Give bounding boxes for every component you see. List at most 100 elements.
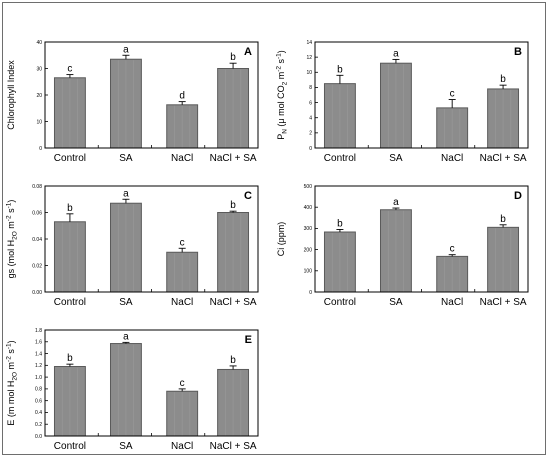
panel-letter: E (245, 334, 252, 346)
category-label: Control (54, 297, 86, 308)
category-label: SA (119, 297, 133, 308)
panel-letter: D (514, 190, 522, 202)
y-tick-label: 30 (36, 66, 42, 72)
bar-group: d NaCl (166, 91, 199, 164)
figure-frame (2, 2, 546, 455)
category-label: NaCl + SA (210, 441, 257, 452)
category-label: SA (389, 297, 403, 308)
bar-group: b NaCl + SA (480, 214, 527, 308)
category-label: NaCl + SA (210, 153, 257, 164)
bar-group: b Control (54, 203, 86, 308)
y-tick-label: 0.8 (35, 387, 42, 393)
significance-letter: c (450, 244, 455, 255)
y-tick-label: 200 (304, 247, 313, 253)
significance-letter: c (450, 89, 455, 100)
category-label: NaCl (441, 297, 463, 308)
y-tick-label: 1.4 (35, 351, 42, 357)
y-tick-label: 0.4 (35, 410, 42, 416)
significance-letter: b (337, 218, 343, 229)
category-label: SA (119, 441, 133, 452)
y-tick-label: 0.06 (32, 210, 42, 216)
y-axis-label: Ci (ppm) (276, 222, 286, 257)
y-axis-label: E (m mol H2O m-2 s-1) (6, 340, 19, 425)
y-tick-label: 12 (306, 55, 312, 61)
bar-group: b Control (54, 353, 86, 452)
category-label: Control (324, 153, 356, 164)
significance-letter: b (230, 52, 236, 63)
significance-letter: c (180, 237, 185, 248)
y-axis-label: Chlorophyll Index (6, 60, 16, 130)
significance-letter: a (123, 188, 129, 199)
y-tick-label: 300 (304, 226, 313, 232)
category-label: Control (324, 297, 356, 308)
category-label: Control (54, 441, 86, 452)
bar-group: a SA (109, 188, 142, 308)
y-tick-label: 0 (309, 146, 312, 152)
category-label: NaCl (171, 153, 193, 164)
y-tick-label: 1.6 (35, 340, 42, 346)
bar-group: c Control (54, 64, 86, 164)
y-tick-label: 0 (39, 146, 42, 152)
y-tick-label: 2 (309, 131, 312, 137)
y-tick-label: 40 (36, 40, 42, 46)
category-label: NaCl (171, 441, 193, 452)
significance-letter: b (67, 203, 73, 214)
y-tick-label: 0.00 (32, 290, 42, 296)
y-tick-label: 0.0 (35, 434, 42, 440)
y-tick-label: 1.0 (35, 375, 42, 381)
category-label: SA (119, 153, 133, 164)
bar-group: c NaCl (436, 89, 469, 164)
significance-letter: c (180, 378, 185, 389)
y-tick-label: 0.6 (35, 398, 42, 404)
bar-group: b NaCl + SA (210, 355, 257, 452)
significance-letter: d (179, 91, 185, 102)
bar-group: a SA (109, 44, 142, 164)
category-label: NaCl (171, 297, 193, 308)
y-tick-label: 0.04 (32, 237, 42, 243)
significance-letter: b (230, 355, 236, 366)
category-label: NaCl + SA (480, 153, 527, 164)
panel-letter: C (244, 190, 252, 202)
bar-group: c NaCl (166, 237, 199, 308)
y-tick-label: 20 (36, 93, 42, 99)
significance-letter: a (393, 48, 399, 59)
bar-group: b NaCl + SA (210, 200, 257, 308)
panel-letter: B (514, 46, 522, 58)
y-tick-label: 8 (309, 85, 312, 91)
significance-letter: b (500, 214, 506, 225)
y-tick-label: 0.2 (35, 422, 42, 428)
significance-letter: a (123, 331, 129, 342)
significance-letter: a (393, 197, 399, 208)
y-axis-label: PN (μ mol CO2 m-2 s-1) (276, 50, 289, 140)
y-tick-label: 4 (309, 116, 312, 122)
bar-group: c NaCl (436, 244, 469, 308)
significance-letter: a (123, 44, 129, 55)
bar-group: b Control (324, 64, 356, 164)
category-label: NaCl (441, 153, 463, 164)
y-tick-label: 500 (304, 184, 313, 190)
y-tick-label: 1.8 (35, 328, 42, 334)
significance-letter: b (500, 74, 506, 85)
y-tick-label: 400 (304, 205, 313, 211)
significance-letter: b (67, 353, 73, 364)
y-tick-label: 14 (306, 40, 312, 46)
y-tick-label: 6 (309, 100, 312, 106)
bar-group: b NaCl + SA (480, 74, 527, 164)
category-label: SA (389, 153, 403, 164)
category-label: NaCl + SA (480, 297, 527, 308)
significance-letter: c (67, 64, 72, 75)
y-axis-label: gs (mol H2O m-2 s-1) (6, 200, 19, 279)
panel-letter: A (244, 46, 252, 58)
y-tick-label: 0.08 (32, 184, 42, 190)
y-tick-label: 1.2 (35, 363, 42, 369)
y-tick-label: 0.02 (32, 263, 42, 269)
significance-letter: b (230, 200, 236, 211)
bar-group: a SA (379, 48, 412, 164)
y-tick-label: 10 (306, 70, 312, 76)
category-label: Control (54, 153, 86, 164)
bar-group: b NaCl + SA (210, 52, 257, 164)
